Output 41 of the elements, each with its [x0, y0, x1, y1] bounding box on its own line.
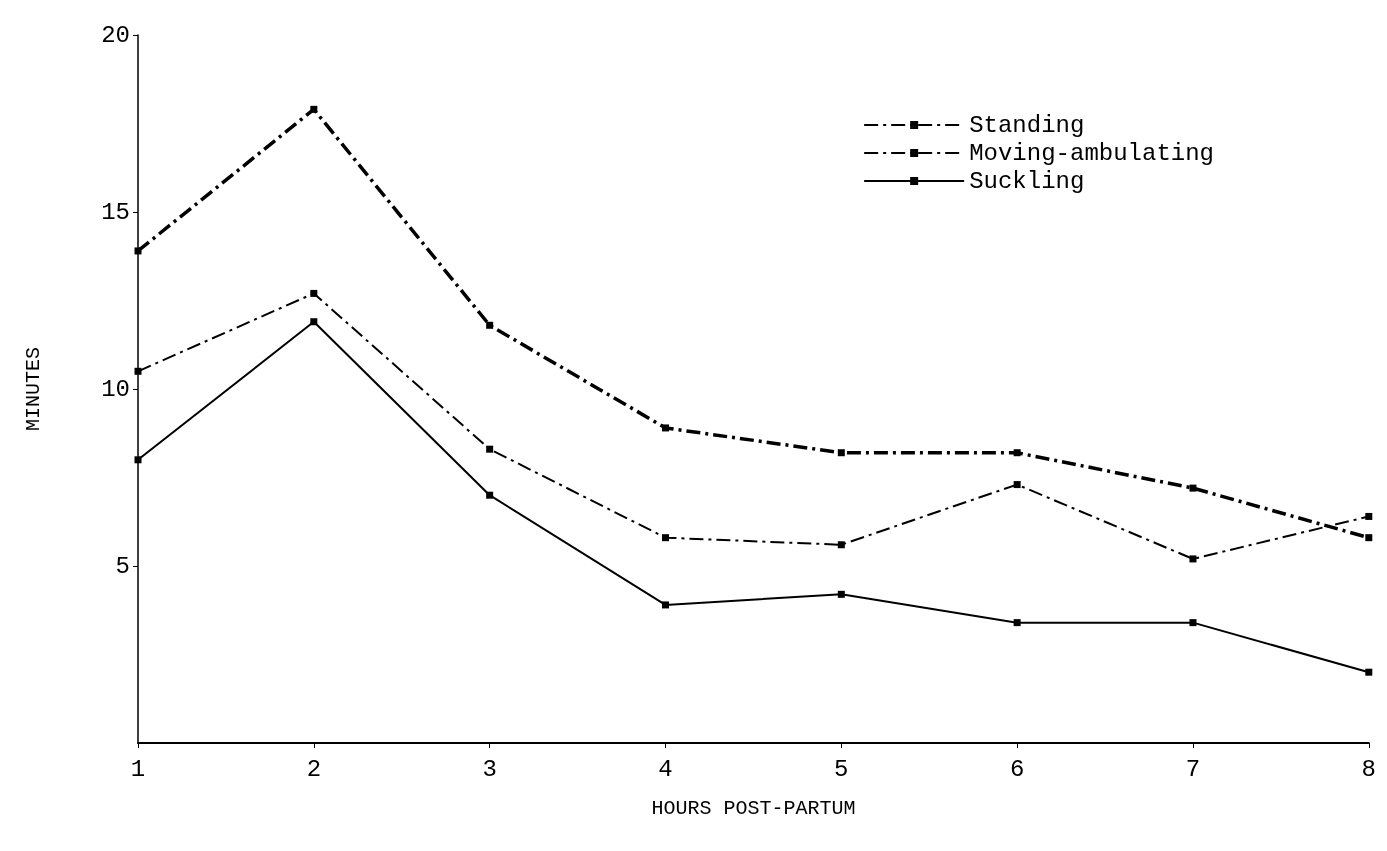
point: [134, 247, 142, 255]
legend-label: Suckling: [969, 167, 1085, 195]
point: [1189, 619, 1197, 627]
x-tick-label: 6: [1009, 755, 1025, 783]
point: [1013, 481, 1021, 489]
x-tick-label: 3: [482, 755, 497, 783]
y-axis-title: MINUTES: [21, 346, 45, 432]
point: [1189, 484, 1197, 492]
point: [310, 105, 318, 113]
point: [661, 534, 669, 542]
point: [837, 590, 845, 598]
x-tick-label: 4: [658, 755, 673, 783]
y-tick-label: 10: [101, 375, 130, 403]
point: [661, 424, 669, 432]
point: [837, 449, 845, 457]
x-axis-title: HOURS POST-PARTUM: [651, 796, 856, 820]
point: [1365, 668, 1373, 676]
point: [134, 367, 142, 375]
x-tick-label: 2: [306, 755, 322, 783]
point: [134, 456, 142, 464]
x-tick-label: 7: [1185, 755, 1201, 783]
point: [837, 541, 845, 549]
point: [1189, 555, 1197, 563]
y-tick-label: 15: [101, 198, 130, 226]
point: [486, 491, 494, 499]
legend-label: Standing: [969, 111, 1085, 139]
point: [310, 289, 318, 297]
x-tick-label: 8: [1361, 755, 1376, 783]
y-tick-label: 5: [115, 552, 130, 580]
point: [1013, 619, 1021, 627]
x-tick-label: 1: [130, 755, 146, 783]
point: [1365, 534, 1373, 542]
point: [310, 318, 318, 326]
point: [1013, 449, 1021, 457]
x-tick-label: 5: [834, 755, 849, 783]
point: [661, 601, 669, 609]
point: [486, 321, 494, 329]
point: [486, 445, 494, 453]
y-tick-label: 20: [101, 21, 130, 49]
point: [1365, 512, 1373, 520]
legend-label: Moving-ambulating: [969, 139, 1214, 167]
